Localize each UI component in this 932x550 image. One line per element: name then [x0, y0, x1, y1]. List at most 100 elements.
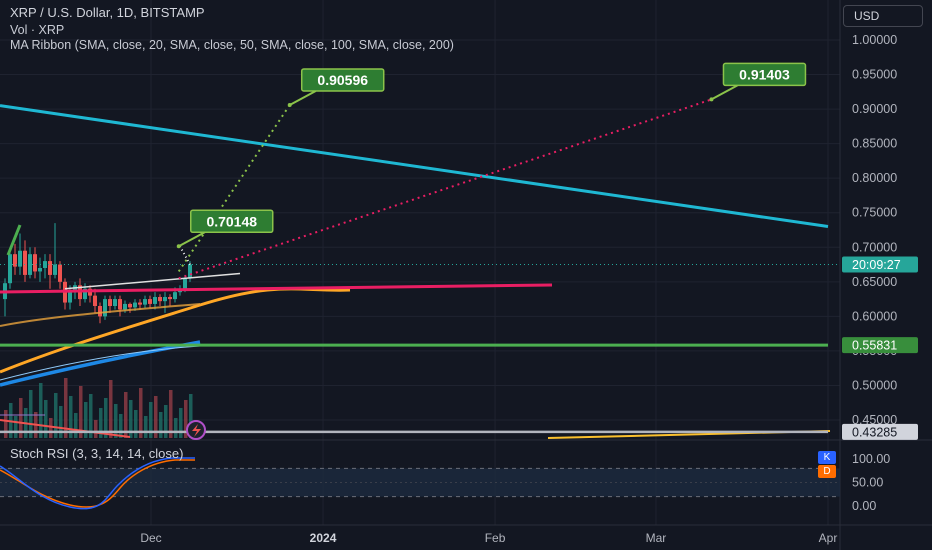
volume-bar	[64, 378, 68, 438]
volume-bar	[129, 400, 133, 438]
candle-body	[108, 299, 112, 306]
callout-box	[189, 209, 274, 234]
pink-support-line	[0, 283, 553, 294]
volume-bar	[149, 402, 153, 438]
callout-value: 0.90596	[317, 72, 368, 88]
volume-bar	[114, 404, 118, 438]
volume-bar	[119, 414, 123, 438]
volume-bar	[144, 416, 148, 438]
candle-body	[93, 295, 97, 306]
stoch-tick-label: 50.00	[852, 476, 883, 490]
volume-bar	[104, 398, 108, 438]
volume-bar	[69, 396, 73, 438]
candle-body	[18, 250, 22, 267]
stoch-rsi-legend: Stoch RSI (3, 3, 14, 14, close)	[10, 446, 184, 461]
stoch-k-line	[0, 457, 195, 510]
short-trend-line	[6, 224, 22, 256]
candle-body	[8, 254, 12, 284]
volume-bar	[54, 393, 58, 438]
volume-bar	[94, 420, 98, 438]
candle-body	[38, 268, 42, 272]
price-label-bg	[842, 423, 918, 440]
y-tick-label: 0.85000	[852, 137, 897, 151]
candle-body	[48, 261, 52, 275]
candle-body	[98, 306, 102, 317]
volume-bar	[29, 390, 33, 438]
stoch-k-badge: K	[818, 451, 836, 464]
currency-label: USD	[854, 9, 880, 23]
price-label: 0.43285	[852, 425, 897, 439]
candle-body	[13, 254, 17, 267]
volume-bar	[4, 410, 8, 438]
candle-body	[128, 303, 132, 308]
x-tick-label: Dec	[140, 531, 161, 545]
channel-top-line	[64, 272, 241, 290]
volume-bar	[14, 416, 18, 438]
candle-body	[83, 288, 87, 300]
volume-bar	[164, 405, 168, 438]
x-tick-label: Apr	[819, 531, 838, 545]
ma-ribbon-legend: MA Ribbon (SMA, close, 20, SMA, close, 5…	[10, 38, 454, 52]
price-label: 0.55831	[852, 339, 897, 353]
x-tick-label: Mar	[646, 531, 667, 545]
callout-box	[722, 62, 807, 87]
event-bolt-glyph	[192, 424, 201, 437]
volume-bar	[179, 408, 183, 438]
callout-pointer	[289, 90, 317, 106]
volume-bar	[174, 418, 178, 438]
candle-body	[188, 264, 192, 279]
y-tick-label: 0.70000	[852, 240, 897, 254]
callout-value: 0.70148	[206, 213, 257, 229]
x-tick-label: Feb	[485, 531, 506, 545]
callout-pointer	[178, 231, 206, 248]
candle-body	[73, 285, 77, 293]
stoch-d-badge: D	[818, 465, 836, 478]
y-tick-label: 0.90000	[852, 102, 897, 116]
candle-body	[68, 292, 72, 303]
volume-bar	[159, 412, 163, 438]
candle-body	[118, 299, 122, 310]
volume-bar	[134, 410, 138, 438]
price-callout: 0.70148	[176, 209, 274, 249]
callout-value: 0.91403	[739, 66, 790, 82]
price-label: 20:09:27	[852, 258, 901, 272]
projection-path	[178, 98, 712, 280]
candle-body	[23, 250, 27, 275]
y-tick-label: 0.95000	[852, 68, 897, 82]
x-tick-label: 2024	[310, 531, 337, 545]
volume-bar	[154, 396, 158, 438]
y-tick-label: 0.60000	[852, 309, 897, 323]
volume-bar	[49, 418, 53, 438]
callout-pointer	[710, 84, 738, 101]
volume-bar	[74, 413, 78, 438]
stoch-tick-label: 100.00	[852, 452, 890, 466]
y-tick-label: 0.50000	[852, 378, 897, 392]
y-tick-label: 0.45000	[852, 413, 897, 427]
candle-body	[138, 302, 142, 305]
volume-bar	[44, 400, 48, 438]
price-callout: 0.91403	[709, 62, 807, 102]
ma-100-line	[0, 345, 201, 381]
price-label-bg	[842, 337, 918, 354]
volume-bar	[84, 402, 88, 438]
volume-bar	[59, 406, 63, 438]
candle-body	[28, 254, 32, 275]
y-tick-label: 0.65000	[852, 275, 897, 289]
trend-line	[0, 104, 829, 229]
volume-bar	[39, 383, 43, 438]
price-callout: 0.90596	[287, 68, 385, 107]
candle-body	[173, 292, 177, 300]
price-label-bg	[842, 256, 918, 273]
volume-bar	[139, 388, 143, 438]
volume-bar	[169, 390, 173, 438]
volume-series	[4, 378, 193, 438]
volume-bar	[79, 386, 83, 438]
volume-bar	[99, 408, 103, 438]
volume-bar	[124, 392, 128, 438]
candle-body	[113, 299, 117, 306]
currency-button[interactable]: USD	[843, 5, 923, 27]
candle-body	[143, 299, 147, 305]
callout-box	[300, 68, 385, 92]
candle-body	[133, 302, 137, 308]
